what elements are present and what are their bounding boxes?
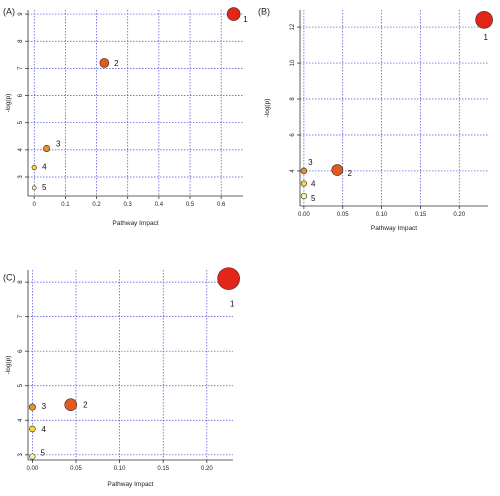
- y-tick-label: 6: [18, 93, 24, 97]
- point-label: 3: [308, 158, 313, 167]
- point-label: 1: [484, 33, 489, 42]
- panel-1-scatter: (A) 0 0.1 0.2 0.3 0.4 0.5 0.6 3 4 5 6 7 8 9 Pathway Imp…: [3, 6, 248, 227]
- x-tick-label: 0.3: [124, 202, 133, 208]
- y-axis-label: -log(p): [264, 99, 271, 118]
- y-tick-label: 6: [18, 349, 24, 353]
- x-axis-label: Pathway Impact: [107, 481, 153, 488]
- point-label: 4: [42, 162, 47, 171]
- x-tick-label: 0.10: [376, 212, 388, 218]
- point-label: 1: [243, 15, 248, 24]
- gridlines: [28, 270, 233, 460]
- y-tick-label: 8: [18, 280, 24, 284]
- pathway-point-2: [99, 58, 110, 68]
- x-tick-label: 0.10: [114, 466, 126, 472]
- y-tick-label: 4: [18, 148, 24, 152]
- x-tick-label: 0.05: [337, 212, 349, 218]
- x-tick-label: 0.20: [453, 212, 465, 218]
- pathway-point-5: [29, 453, 36, 460]
- y-tick-label: 6: [290, 133, 296, 137]
- x-tick-label: 0.6: [217, 202, 226, 208]
- x-tick-label: 0.15: [415, 212, 427, 218]
- panel-letter: (A): [3, 6, 15, 16]
- point-label: 2: [347, 169, 352, 178]
- pathway-point-5: [300, 193, 307, 200]
- y-tick-label: 4: [18, 418, 24, 422]
- pathway-point-4: [300, 180, 307, 187]
- point-label: 4: [42, 425, 47, 434]
- x-axis-label: Pathway Impact: [371, 225, 417, 232]
- x-tick-label: 0: [33, 202, 37, 208]
- panel-3-scatter: (C) 0.00 0.05 0.10 0.15 0.20 3 4 5 6 7 8 Pathway Imp…: [3, 267, 240, 488]
- x-tick-label: 0.05: [70, 466, 82, 472]
- pathway-point-2: [331, 164, 344, 176]
- point-label: 2: [83, 401, 88, 410]
- point-label: 1: [230, 300, 235, 309]
- point-label: 5: [42, 183, 47, 192]
- pathway-point-3: [300, 167, 308, 175]
- panel-letter: (B): [258, 6, 270, 16]
- x-tick-label: 0.00: [298, 212, 310, 218]
- pathway-point-4: [31, 164, 37, 171]
- y-tick-label: 7: [18, 66, 24, 70]
- y-tick-label: 5: [18, 120, 24, 124]
- pathway-point-3: [28, 403, 36, 411]
- pathway-point-1: [475, 11, 493, 29]
- y-axis-label: -log(p): [5, 356, 12, 375]
- point-label: 5: [40, 449, 45, 458]
- point-label: 3: [56, 139, 61, 148]
- y-tick-label: 7: [18, 314, 24, 318]
- point-label: 4: [311, 180, 316, 189]
- pathway-point-1: [226, 7, 241, 21]
- x-tick-label: 0.2: [92, 202, 101, 208]
- x-tick-label: 0.5: [186, 202, 195, 208]
- y-axis-label: -log(p): [5, 94, 12, 113]
- x-tick-label: 0.1: [61, 202, 70, 208]
- y-tick-label: 3: [18, 452, 24, 456]
- y-tick-label: 10: [290, 59, 296, 66]
- gridlines: [300, 10, 488, 206]
- panel-letter: (C): [3, 272, 16, 282]
- y-tick-label: 8: [18, 39, 24, 43]
- y-tick-label: 3: [18, 175, 24, 179]
- pathway-point-2: [64, 398, 78, 412]
- y-tick-label: 12: [290, 23, 296, 30]
- point-label: 2: [114, 59, 119, 68]
- y-tick-label: 5: [18, 383, 24, 387]
- pathway-point-4: [29, 425, 36, 433]
- y-tick-label: 9: [18, 12, 24, 16]
- x-axis-label: Pathway Impact: [112, 220, 158, 227]
- point-label: 3: [42, 402, 47, 411]
- x-tick-label: 0.20: [201, 466, 213, 472]
- y-tick-label: 4: [290, 169, 296, 173]
- gridlines: [28, 10, 243, 196]
- x-tick-label: 0.4: [155, 202, 164, 208]
- pathway-point-1: [217, 267, 240, 290]
- x-tick-label: 0.15: [157, 466, 169, 472]
- y-tick-label: 8: [290, 97, 296, 101]
- x-tick-label: 0.00: [27, 466, 39, 472]
- point-label: 5: [311, 194, 316, 203]
- pathway-point-3: [43, 144, 51, 152]
- pathway-point-5: [31, 185, 37, 191]
